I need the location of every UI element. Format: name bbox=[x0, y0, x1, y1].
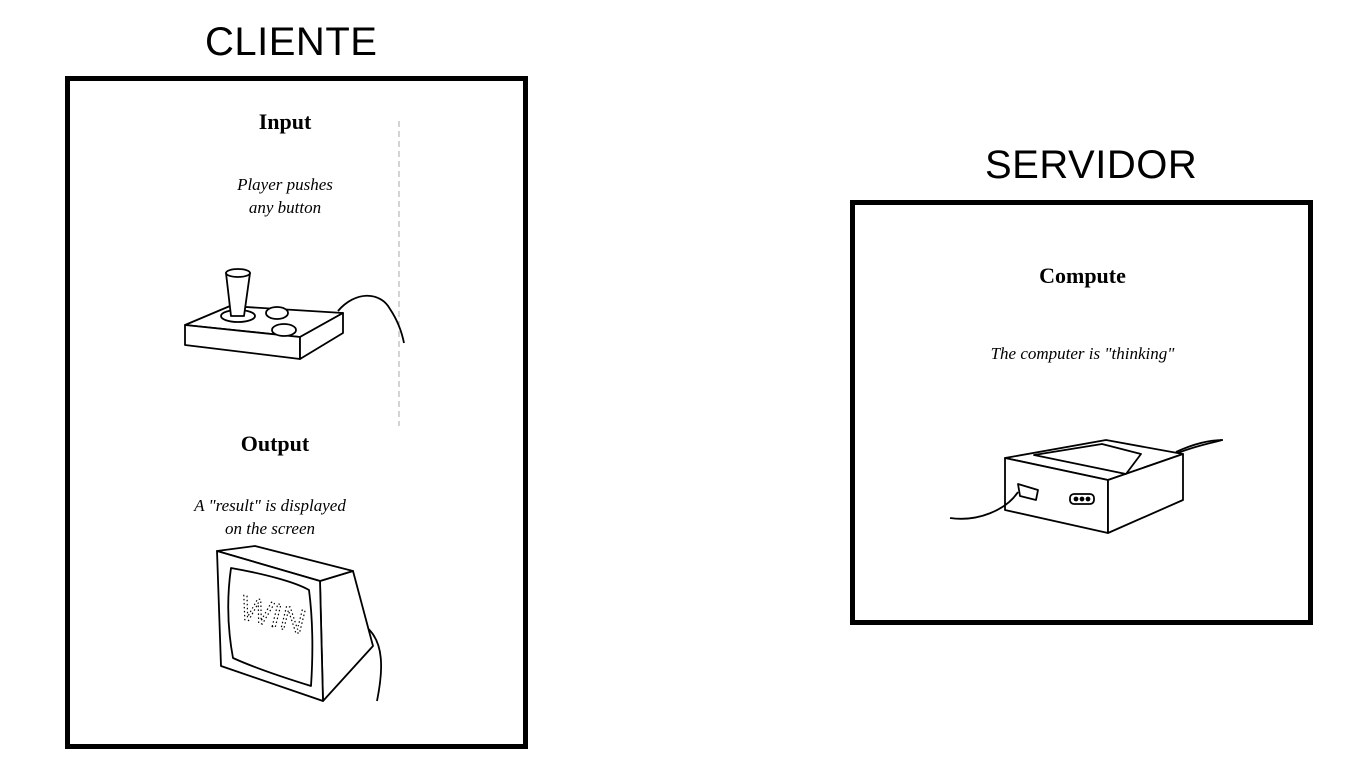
input-description: Player pushes any button bbox=[155, 173, 415, 219]
dashed-divider bbox=[398, 121, 400, 426]
monitor-icon: WIN bbox=[216, 545, 383, 702]
client-panel: Input Player pushes any button Output A … bbox=[65, 76, 528, 749]
compute-description: The computer is "thinking" bbox=[930, 342, 1235, 365]
compute-description-text: The computer is "thinking" bbox=[990, 344, 1175, 363]
input-description-line-2: any button bbox=[248, 198, 322, 217]
server-panel: Compute The computer is "thinking" bbox=[850, 200, 1313, 625]
output-description: A "result" is displayed on the screen bbox=[140, 494, 400, 540]
output-title: Output bbox=[240, 431, 310, 456]
console-icon bbox=[949, 439, 1224, 534]
input-description-line-1: Player pushes bbox=[237, 175, 333, 194]
output-description-line-1: A "result" is displayed bbox=[194, 496, 346, 515]
output-description-line-2: on the screen bbox=[224, 519, 315, 538]
compute-title: Compute bbox=[1039, 263, 1126, 288]
client-heading: CLIENTE bbox=[205, 20, 378, 64]
input-title: Input bbox=[258, 109, 312, 134]
joystick-icon bbox=[184, 268, 405, 360]
server-heading: SERVIDOR bbox=[985, 143, 1198, 187]
